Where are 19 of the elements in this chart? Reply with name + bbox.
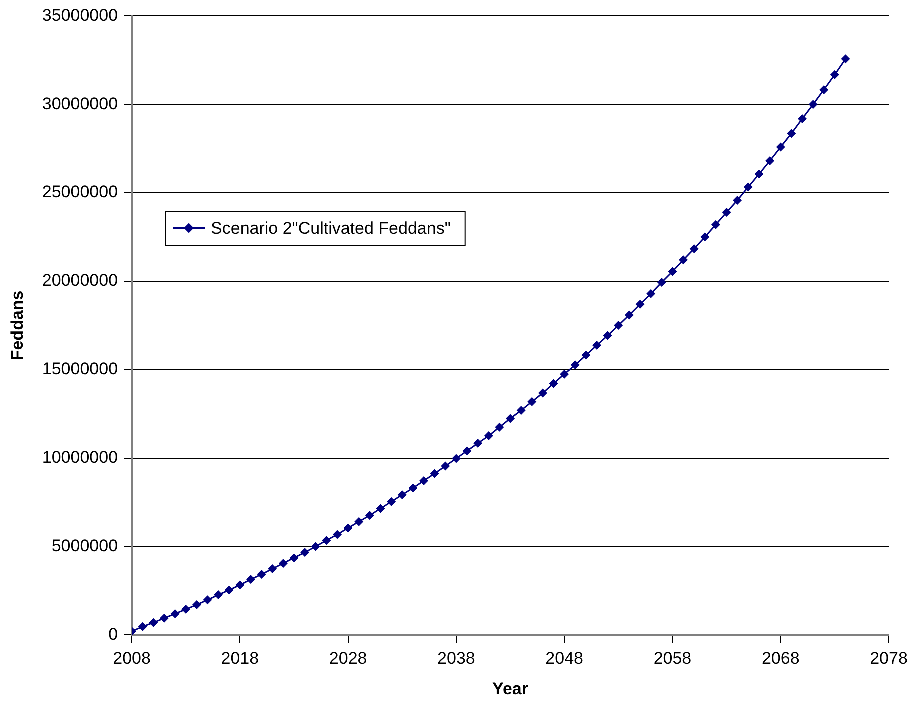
- x-tick-label: 2018: [221, 649, 260, 668]
- x-tick-label: 2058: [654, 649, 692, 668]
- y-tick-label: 10000000: [42, 448, 118, 468]
- y-tick-label: 35000000: [42, 6, 118, 25]
- x-tick-label: 2028: [329, 649, 368, 668]
- x-tick-label: 2048: [546, 649, 584, 668]
- x-tick-label: 2038: [438, 649, 476, 668]
- x-axis-title: Year: [492, 679, 529, 698]
- y-tick-label: 0: [108, 624, 118, 644]
- y-tick-label: 20000000: [42, 271, 118, 290]
- x-tick-label: 2008: [113, 649, 151, 668]
- y-tick-label: 15000000: [42, 360, 118, 379]
- x-tick-label: 2068: [762, 649, 800, 668]
- y-axis-title: Feddans: [8, 290, 27, 361]
- y-tick-label: 30000000: [42, 94, 118, 114]
- y-tick-label: 25000000: [42, 182, 118, 202]
- x-tick-label: 2078: [870, 649, 908, 668]
- y-tick-label: 5000000: [52, 536, 118, 556]
- legend-label: Scenario 2"Cultivated Feddans": [211, 218, 451, 238]
